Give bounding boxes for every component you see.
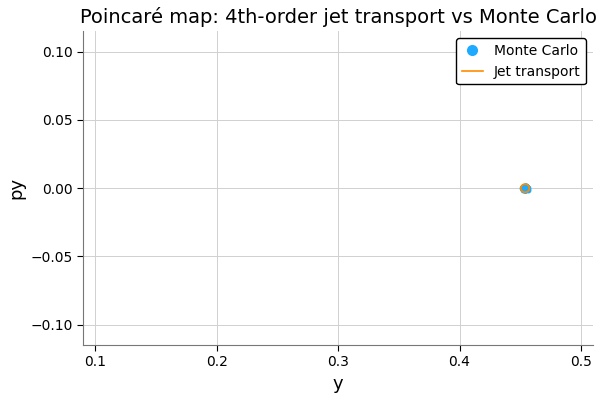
Point [519,185,529,191]
Point [521,183,531,190]
Point [520,183,529,190]
Point [522,186,532,192]
Point [519,187,529,193]
Point [521,184,530,190]
Point [520,186,529,193]
Point [520,184,529,191]
Point [518,185,527,191]
Point [518,184,527,190]
Point [518,185,528,192]
Point [520,186,530,192]
Point [522,184,532,191]
Point [521,184,530,191]
Point [523,186,532,193]
Point [519,186,529,192]
Point [523,184,533,191]
Point [518,185,528,191]
Point [521,184,531,190]
Point [521,182,530,189]
Point [520,184,530,191]
Point [522,184,532,190]
Point [521,183,531,190]
Point [520,183,530,190]
Point [522,184,532,191]
Point [518,186,527,193]
Point [521,184,530,191]
Y-axis label: py: py [7,177,25,199]
Point [520,187,530,194]
Point [520,184,530,191]
Point [523,186,532,192]
Title: Poincaré map: 4th-order jet transport vs Monte Carlo: Poincaré map: 4th-order jet transport vs… [80,7,596,27]
Point [520,187,530,193]
Point [520,187,530,193]
Point [520,186,530,192]
Point [518,186,528,192]
Point [521,187,530,193]
Point [521,185,531,191]
Point [520,185,530,192]
Point [522,186,532,192]
Point [520,186,530,192]
Point [523,186,532,192]
Point [522,185,532,191]
Point [521,186,530,193]
Point [520,185,529,191]
Point [520,186,530,192]
Point [518,184,528,190]
Point [520,185,529,191]
Point [521,186,530,192]
Point [520,185,530,192]
Point [518,184,528,190]
Point [520,184,530,191]
Point [520,184,530,190]
Point [520,184,530,191]
Point [520,184,529,190]
Point [520,186,530,192]
Point [521,185,530,192]
Point [521,185,530,191]
Point [520,184,530,190]
Point [521,184,530,191]
Point [518,185,528,192]
X-axis label: y: y [333,375,343,393]
Point [520,186,530,192]
Point [518,186,528,192]
Point [518,184,527,191]
Point [521,185,530,191]
Point [521,185,530,192]
Point [520,185,530,192]
Point [520,185,530,192]
Legend: Monte Carlo, Jet transport: Monte Carlo, Jet transport [457,38,586,84]
Point [520,186,529,192]
Point [519,185,529,192]
Point [523,184,532,191]
Point [520,185,529,192]
Point [520,185,529,192]
Point [519,186,529,192]
Point [523,186,532,193]
Point [520,185,529,191]
Point [518,184,528,190]
Point [520,186,529,192]
Point [521,184,530,191]
Point [520,184,529,190]
Point [521,186,531,192]
Point [520,184,529,191]
